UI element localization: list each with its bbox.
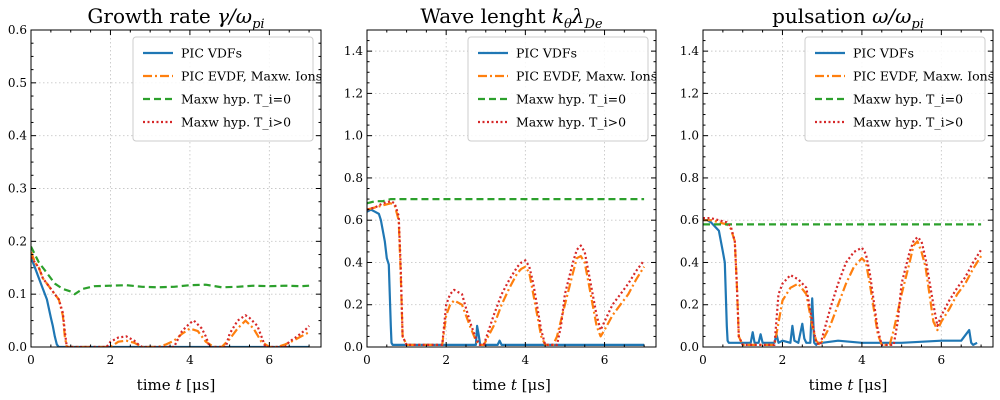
y-tick-label: 0.0 xyxy=(680,340,699,354)
x-axis-label: time t [μs] xyxy=(809,376,888,394)
series-line-pic-evdf xyxy=(31,251,310,347)
legend-label: PIC EVDF, Maxw. Ions xyxy=(853,69,994,84)
x-tick-label: 0 xyxy=(27,353,35,367)
y-tick-label: 0.2 xyxy=(680,298,699,312)
series-line-pic-vdfs xyxy=(367,208,645,346)
legend-label: Maxw hyp. T_i>0 xyxy=(181,115,291,130)
chart-title-math: λ xyxy=(571,4,585,28)
y-tick-label: 0.3 xyxy=(8,182,27,196)
series-line-maxw-tpos xyxy=(703,217,983,346)
y-tick-label: 0.6 xyxy=(680,213,699,227)
legend: PIC VDFs PIC EVDF, Maxw. Ions Maxw hyp. T_… xyxy=(132,36,322,142)
x-tick-label: 2 xyxy=(442,353,450,367)
y-tick-label: 0.8 xyxy=(680,171,699,185)
chart-panel-1: 0 2 4 6 0.0 0.1 0.2 0.3 0.4 0.5 0.6 Growth rate γ/ω… xyxy=(8,4,322,394)
x-tick-label: 6 xyxy=(601,353,609,367)
x-tick-label: 2 xyxy=(779,353,787,367)
x-tick-label: 4 xyxy=(522,353,530,367)
x-axis-label-text: time xyxy=(472,376,511,394)
chart-title-subscript: De xyxy=(583,17,602,32)
chart-title-subscript: pi xyxy=(252,17,264,32)
x-tick-label: 6 xyxy=(266,353,274,367)
y-tick-label: 1.0 xyxy=(680,129,699,143)
series-line-maxw-t0 xyxy=(31,246,310,296)
legend-label: Maxw hyp. T_i>0 xyxy=(516,115,626,130)
series-group xyxy=(31,246,310,347)
chart-title-subscript: pi xyxy=(911,17,923,32)
legend-label: Maxw hyp. T_i=0 xyxy=(181,92,291,107)
x-tick-label: 4 xyxy=(186,353,194,367)
y-tick-label: 0.2 xyxy=(8,234,27,248)
legend-label: Maxw hyp. T_i=0 xyxy=(853,92,963,107)
x-axis-label-text: time xyxy=(809,376,848,394)
y-tick-label: 1.4 xyxy=(680,44,699,58)
y-tick-label: 1.0 xyxy=(344,129,363,143)
series-line-maxw-t0 xyxy=(367,198,645,205)
legend-label: PIC EVDF, Maxw. Ions xyxy=(516,69,657,84)
legend-label: PIC EVDF, Maxw. Ions xyxy=(181,69,322,84)
y-tick-label: 0.6 xyxy=(8,23,27,37)
y-tick-label: 0.0 xyxy=(8,340,27,354)
legend: PIC VDFs PIC EVDF, Maxw. Ions Maxw hyp. T_… xyxy=(467,36,657,142)
chart-panel-3: 0 2 4 6 0.0 0.2 0.4 0.6 0.8 1.0 1.2 1.4 pulsation ω/… xyxy=(680,4,994,394)
chart-title-math: γ/ω xyxy=(217,4,252,28)
chart-title: Wave lenght kθλDe xyxy=(420,4,603,32)
legend-label: Maxw hyp. T_i=0 xyxy=(516,92,626,107)
x-axis-label-var: t xyxy=(511,376,518,394)
y-tick-label: 1.2 xyxy=(344,86,363,100)
legend-label: PIC VDFs xyxy=(516,46,577,61)
series-line-pic-vdfs xyxy=(31,256,310,347)
chart-panel-2: 0 2 4 6 0.0 0.2 0.4 0.6 0.8 1.0 1.2 1.4 Wave lenght … xyxy=(344,4,657,394)
legend-box xyxy=(467,36,649,142)
y-tick-label: 1.2 xyxy=(680,86,699,100)
y-tick-label: 0.1 xyxy=(8,287,27,301)
x-axis-label: time t [μs] xyxy=(472,376,551,394)
chart-title-text: pulsation xyxy=(772,4,872,28)
x-axis-label-unit: [μs] xyxy=(853,376,887,394)
y-tick-label: 0.8 xyxy=(344,171,363,185)
series-group xyxy=(703,217,983,346)
series-line-maxw-tpos xyxy=(367,200,645,346)
chart-title: pulsation ω/ωpi xyxy=(772,4,924,32)
y-tick-label: 0.0 xyxy=(344,340,363,354)
x-axis-label-var: t xyxy=(175,376,182,394)
legend-label: Maxw hyp. T_i>0 xyxy=(853,115,963,130)
x-axis-label-unit: [μs] xyxy=(517,376,551,394)
chart-title-math: k xyxy=(552,4,564,28)
x-tick-label: 4 xyxy=(858,353,866,367)
x-tick-label: 0 xyxy=(363,353,371,367)
y-tick-label: 0.4 xyxy=(344,255,363,269)
series-line-maxw-tpos xyxy=(31,256,310,347)
y-tick-label: 0.6 xyxy=(344,213,363,227)
x-axis-label-var: t xyxy=(847,376,854,394)
y-tick-label: 0.4 xyxy=(680,255,699,269)
legend-label: PIC VDFs xyxy=(181,46,242,61)
x-tick-label: 6 xyxy=(938,353,946,367)
y-tick-label: 1.4 xyxy=(344,44,363,58)
series-line-pic-evdf xyxy=(367,202,646,346)
chart-title-math: ω/ω xyxy=(872,4,911,28)
series-group xyxy=(367,198,646,346)
x-tick-label: 0 xyxy=(699,353,707,367)
y-tick-label: 0.2 xyxy=(344,298,363,312)
chart-title: Growth rate γ/ωpi xyxy=(87,4,264,32)
x-axis-label: time t [μs] xyxy=(137,376,216,394)
x-axis-label-unit: [μs] xyxy=(181,376,215,394)
x-tick-label: 2 xyxy=(107,353,115,367)
legend-box xyxy=(804,36,986,142)
x-axis-label-text: time xyxy=(137,376,176,394)
legend-box xyxy=(132,36,314,142)
chart-title-text: Wave lenght xyxy=(420,4,551,28)
series-line-pic-evdf xyxy=(703,219,983,346)
y-tick-label: 0.4 xyxy=(8,129,27,143)
chart-title-subscript: θ xyxy=(564,17,572,32)
legend: PIC VDFs PIC EVDF, Maxw. Ions Maxw hyp. T_… xyxy=(804,36,994,142)
legend-label: PIC VDFs xyxy=(853,46,914,61)
chart-title-text: Growth rate xyxy=(87,4,217,28)
y-tick-label: 0.5 xyxy=(8,76,27,90)
